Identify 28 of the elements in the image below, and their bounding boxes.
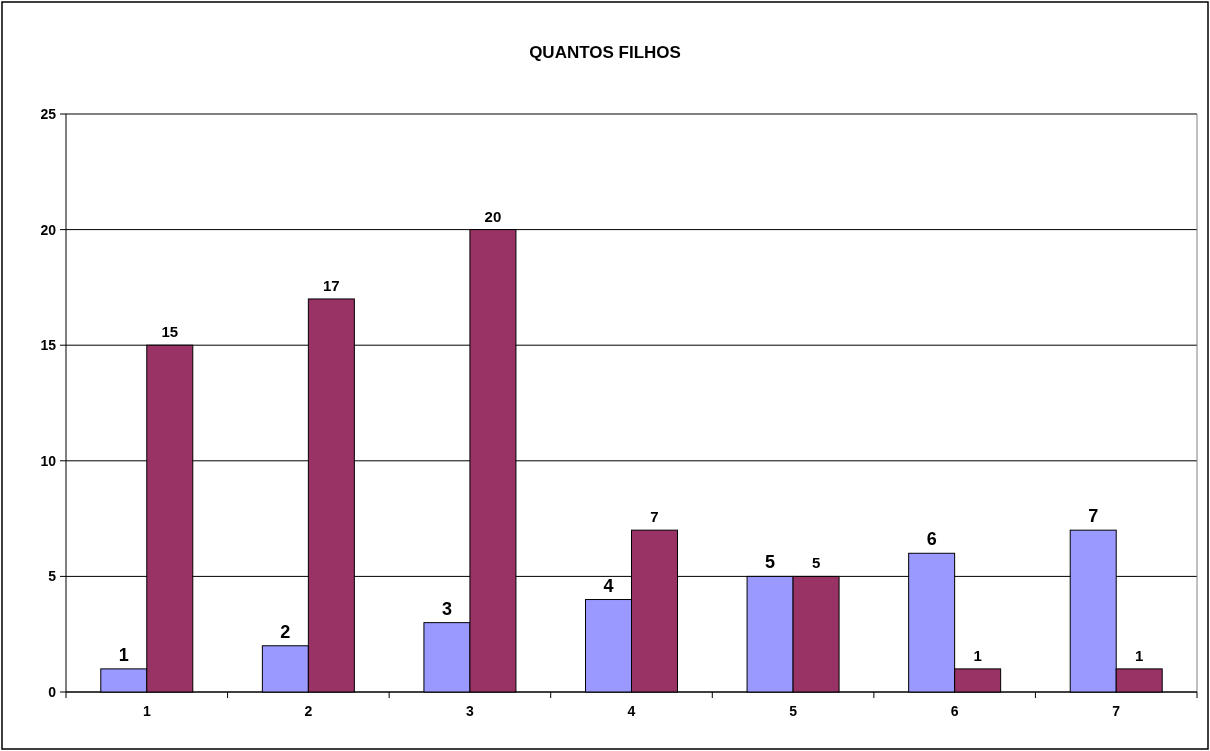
x-tick-label: 2 [304,703,313,719]
data-label: 4 [603,575,614,596]
x-tick-label: 3 [466,703,475,719]
y-tick-label: 15 [40,337,57,354]
data-label: 17 [323,276,340,294]
y-tick-label: 10 [40,452,57,469]
data-label: 1 [973,646,982,664]
data-label: 7 [650,508,659,526]
y-tick-label: 25 [40,106,57,122]
data-label: 7 [1088,506,1099,527]
y-tick-label: 0 [48,684,57,700]
data-label: 5 [765,552,776,573]
x-tick-label: 6 [950,703,959,719]
chart-title: QUANTOS FILHOS [529,43,681,62]
x-tick-label: 5 [789,703,798,719]
y-tick-label: 20 [40,221,57,238]
data-label: 20 [484,207,502,225]
data-label: 6 [926,529,937,550]
data-label: 3 [441,598,452,619]
data-label: 1 [118,644,129,665]
x-tick-label: 1 [142,703,151,719]
data-label: 1 [1135,646,1144,664]
data-label: 5 [811,554,821,572]
x-tick-label: 7 [1112,703,1121,719]
y-tick-label: 5 [48,568,57,585]
x-tick-label: 4 [627,703,636,719]
data-label: 2 [280,621,291,642]
data-label: 15 [161,323,179,341]
